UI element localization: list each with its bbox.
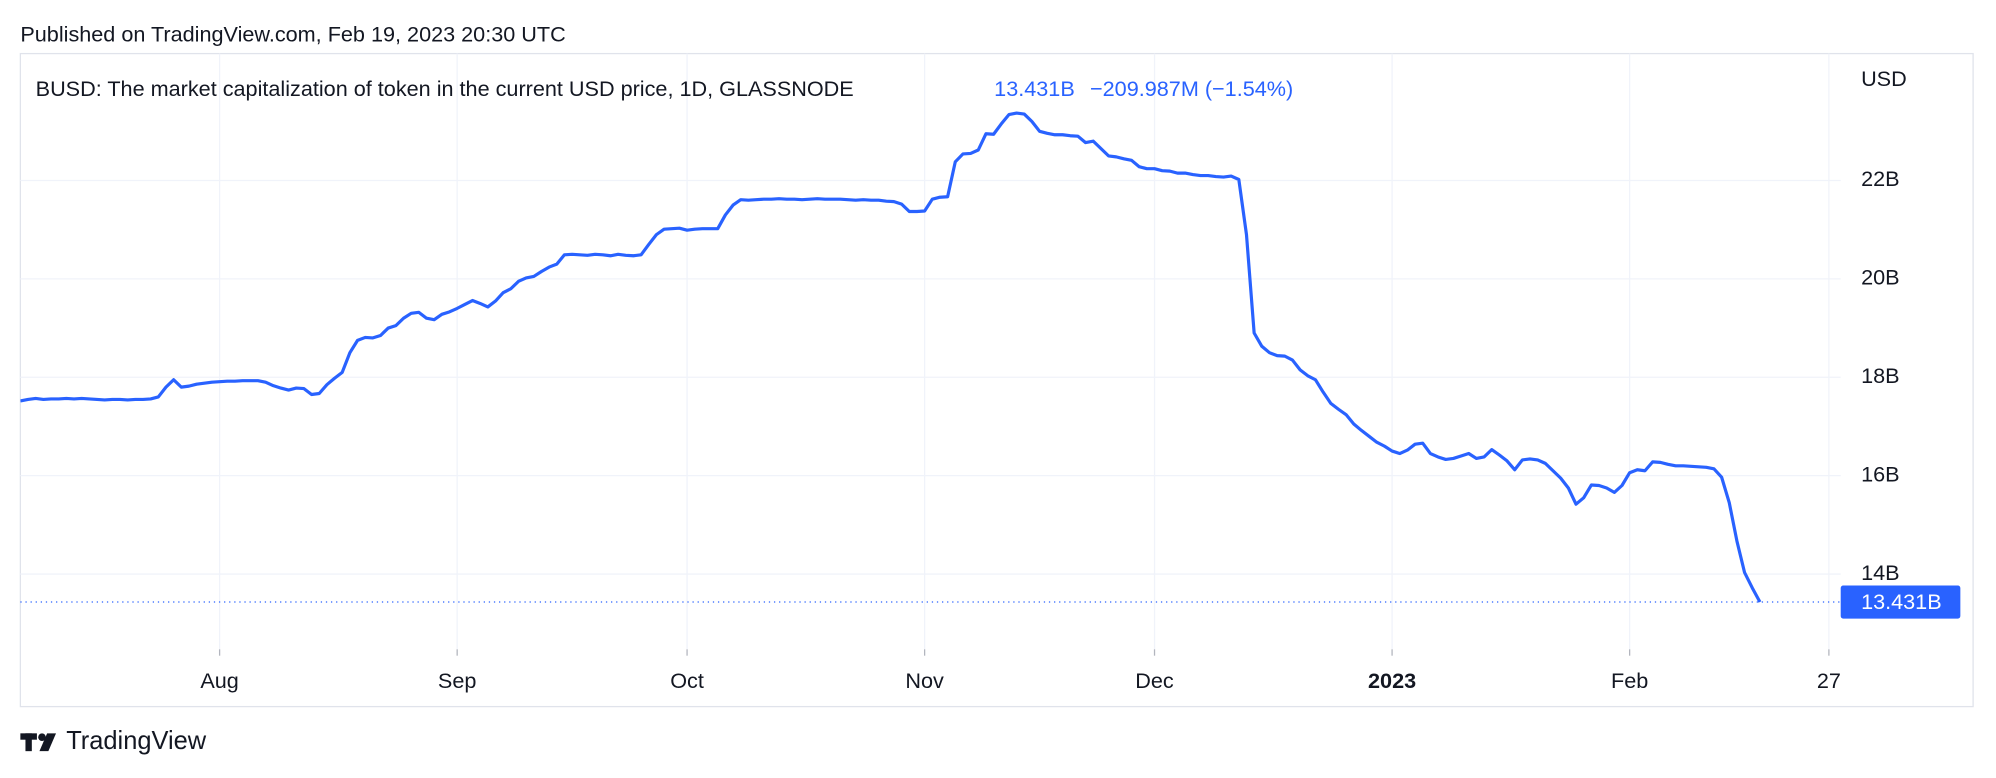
chart-frame [19, 52, 1974, 708]
y-tick-label: 16B [1861, 461, 1899, 486]
chart-title: BUSD: The market capitalization of token… [36, 76, 854, 101]
legend-value: 13.431B [994, 76, 1075, 101]
grid [20, 53, 1841, 650]
x-tick-label: Oct [670, 668, 704, 693]
x-tick-label: Aug [200, 668, 238, 693]
brand-name: TradingView [66, 727, 207, 755]
y-tick-label: 22B [1861, 166, 1899, 191]
y-tick-label: 20B [1861, 265, 1899, 290]
x-tick-label: Sep [438, 668, 476, 693]
x-tick-label: Nov [905, 668, 944, 693]
x-tick-label: 27 [1817, 668, 1841, 693]
last-value-tag [1840, 585, 1961, 619]
published-note: Published on TradingView.com, Feb 19, 20… [20, 21, 565, 46]
last-value-label: 13.431B [1861, 589, 1942, 614]
data-line [20, 111, 1762, 603]
plot [20, 111, 1762, 603]
x-tick-label: Dec [1135, 668, 1174, 693]
y-tick-label: 18B [1861, 363, 1899, 388]
x-tick-label: 2023 [1368, 668, 1416, 693]
x-tick-label: Feb [1611, 668, 1648, 693]
y-axis-unit: USD [1861, 66, 1907, 91]
y-tick-label: 14B [1861, 560, 1899, 585]
legend-change: −209.987M (−1.54%) [1090, 76, 1293, 101]
brand-logo [20, 733, 57, 752]
